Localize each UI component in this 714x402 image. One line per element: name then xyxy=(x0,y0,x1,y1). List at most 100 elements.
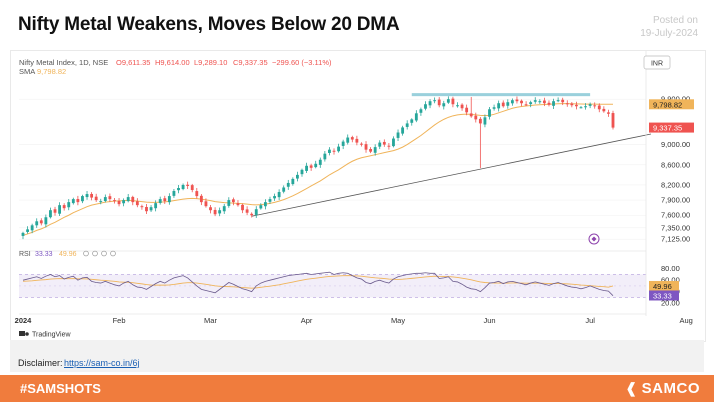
candle-body xyxy=(323,153,327,160)
candle-body xyxy=(433,100,437,102)
candle xyxy=(263,199,267,210)
candle-body xyxy=(497,103,501,109)
candle xyxy=(58,202,62,216)
candle-body xyxy=(245,209,249,213)
candle-body xyxy=(126,197,130,202)
candle xyxy=(611,110,615,130)
candle xyxy=(405,120,409,130)
price-tag-label: 9,337.35 xyxy=(653,124,682,133)
candle-body xyxy=(296,174,299,179)
time-tick-label: Jul xyxy=(585,316,595,325)
candle xyxy=(387,143,391,150)
candle xyxy=(561,97,565,106)
rsi-value-2: 49.96 xyxy=(59,251,77,258)
rising-trendline xyxy=(251,133,652,217)
candle-body xyxy=(30,225,34,231)
candle xyxy=(103,194,107,203)
candle-body xyxy=(39,220,43,224)
rsi-tag xyxy=(649,280,679,291)
candle-body xyxy=(318,159,322,165)
candle xyxy=(62,203,66,211)
candle-body xyxy=(167,196,171,203)
candle-body xyxy=(231,199,235,203)
candle-body xyxy=(428,101,432,106)
price-tick-label: 7,900.00 xyxy=(661,196,690,205)
candle xyxy=(382,139,386,147)
candle xyxy=(414,110,418,123)
candle xyxy=(474,112,478,123)
candle-body xyxy=(282,187,286,192)
candle xyxy=(456,102,459,108)
brand-logo: ❰ SAMCO xyxy=(625,380,700,397)
ohlc-change: −299.60 (−3.11%) xyxy=(272,58,332,67)
candle-body xyxy=(478,118,482,124)
candle xyxy=(378,140,382,150)
candle xyxy=(30,223,34,234)
sma-label: SMA xyxy=(19,67,35,76)
trend-annotations xyxy=(251,93,652,217)
candle xyxy=(163,195,167,204)
candle-body xyxy=(337,146,340,152)
candle xyxy=(469,96,473,118)
samco-logo-icon: ❰ xyxy=(625,380,638,396)
candle-body xyxy=(131,196,135,203)
candle xyxy=(195,187,199,199)
candle xyxy=(181,183,185,191)
candle-body xyxy=(469,113,473,117)
rsi-label: RSI xyxy=(19,251,31,258)
time-tick-label: Aug xyxy=(679,316,692,325)
candle-body xyxy=(113,200,116,202)
candle-body xyxy=(579,107,583,109)
brand-name: SAMCO xyxy=(641,380,700,397)
candle-body xyxy=(488,109,491,117)
candle xyxy=(419,107,423,116)
candle xyxy=(108,193,112,203)
candle xyxy=(451,96,455,108)
candle xyxy=(478,117,482,169)
candle-body xyxy=(524,104,528,106)
rsi-layer xyxy=(22,271,614,296)
candle-body xyxy=(181,184,185,190)
candle xyxy=(94,193,98,202)
candle xyxy=(318,157,322,168)
candle xyxy=(497,100,501,112)
candle xyxy=(574,101,578,110)
event-icon xyxy=(588,233,600,245)
candle xyxy=(53,206,57,216)
time-tick-label: Jun xyxy=(483,316,495,325)
candle xyxy=(360,142,363,147)
candle xyxy=(556,97,560,103)
candle-body xyxy=(199,195,203,203)
candle-body xyxy=(501,102,505,107)
candle-body xyxy=(542,100,546,104)
candle-body xyxy=(556,100,560,102)
candle xyxy=(346,134,350,145)
candle-body xyxy=(286,182,290,187)
candle xyxy=(465,104,469,116)
candle-body xyxy=(259,205,263,209)
candle-body xyxy=(597,105,601,110)
candle-body xyxy=(492,107,496,109)
candle xyxy=(593,102,597,109)
time-tick-label: Mar xyxy=(204,316,217,325)
candle xyxy=(602,106,606,113)
candle xyxy=(39,218,43,226)
disclaimer-link[interactable]: https://sam-co.in/6j xyxy=(64,358,140,368)
candle xyxy=(76,195,80,206)
tradingview-logo-icon xyxy=(19,331,29,336)
candle-body xyxy=(465,107,469,113)
candle xyxy=(26,226,29,234)
candle xyxy=(392,136,395,148)
candle-body xyxy=(396,132,400,138)
candle-body xyxy=(85,194,89,198)
candle-body xyxy=(172,191,176,196)
candle-body xyxy=(71,199,75,204)
disclaimer-bar: Disclaimer: https://sam-co.in/6j xyxy=(10,340,704,372)
candle xyxy=(149,205,153,212)
candle-body xyxy=(250,213,254,216)
candle-body xyxy=(273,196,276,199)
candle-body xyxy=(401,127,405,134)
price-tag xyxy=(649,122,694,133)
candle xyxy=(607,109,610,117)
candle-body xyxy=(227,200,231,206)
